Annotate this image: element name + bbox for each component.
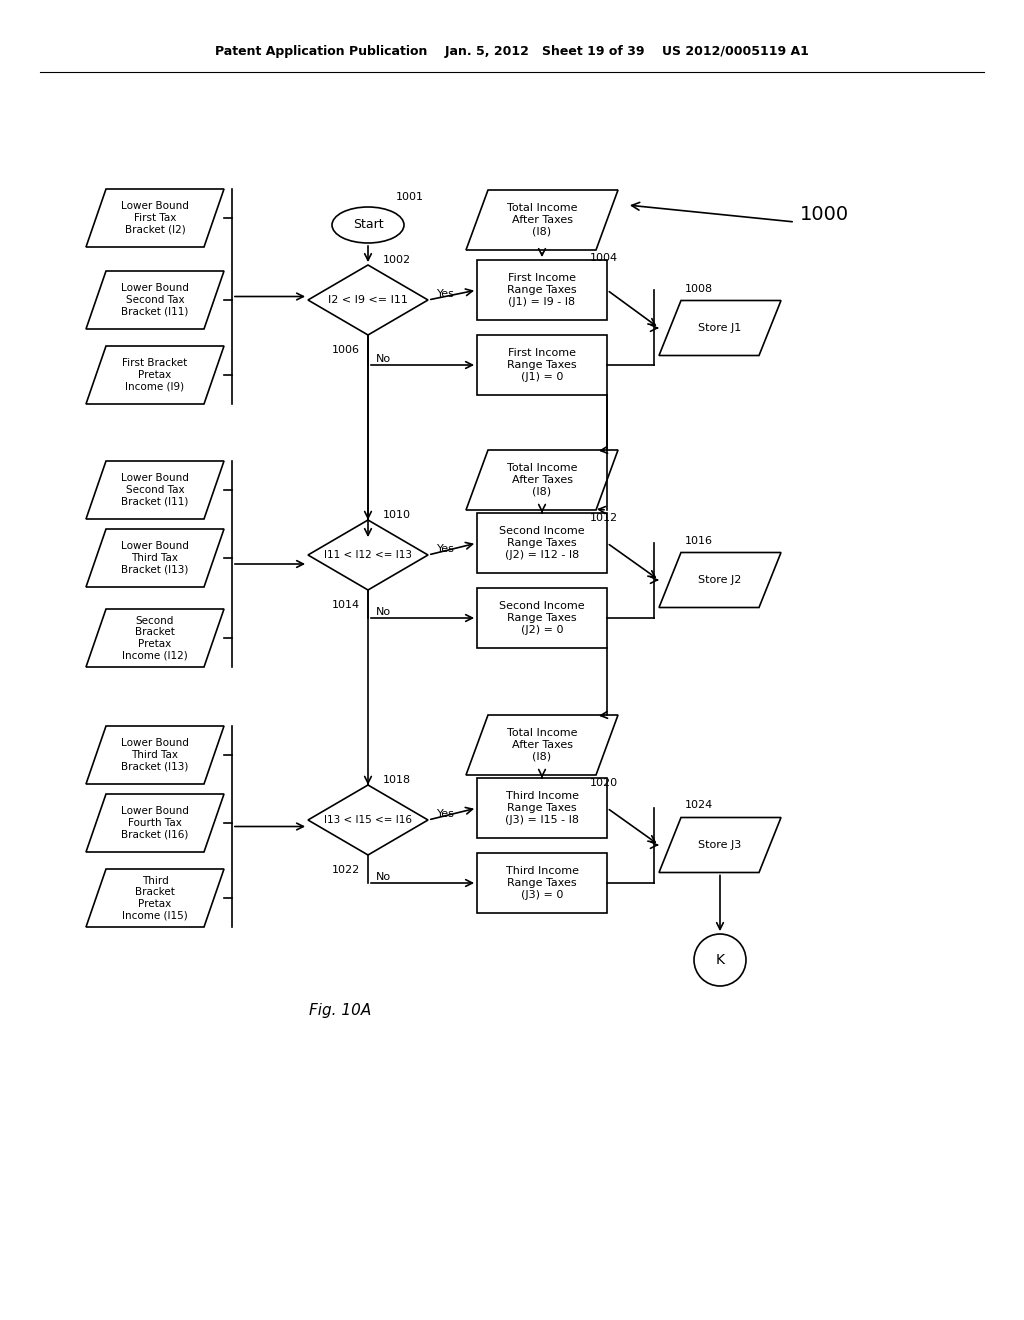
Polygon shape [86,271,224,329]
Text: 1016: 1016 [685,536,713,545]
Text: 1018: 1018 [383,775,411,785]
Text: Yes: Yes [437,809,455,818]
Text: Total Income
After Taxes
(I8): Total Income After Taxes (I8) [507,463,578,496]
Text: 1022: 1022 [332,865,360,875]
Text: Lower Bound
Second Tax
Bracket (I11): Lower Bound Second Tax Bracket (I11) [121,284,189,317]
Polygon shape [308,785,428,855]
Text: Fig. 10A: Fig. 10A [309,1002,371,1018]
Text: 1020: 1020 [590,777,618,788]
Polygon shape [659,301,781,355]
Polygon shape [308,265,428,335]
Text: 1004: 1004 [590,253,618,263]
Polygon shape [86,795,224,851]
Text: I2 < I9 <= I11: I2 < I9 <= I11 [328,294,408,305]
Text: Store J1: Store J1 [698,323,741,333]
Polygon shape [86,346,224,404]
Polygon shape [308,520,428,590]
Text: Start: Start [352,219,383,231]
Text: Third
Bracket
Pretax
Income (I15): Third Bracket Pretax Income (I15) [122,875,187,920]
Text: Total Income
After Taxes
(I8): Total Income After Taxes (I8) [507,203,578,236]
Text: K: K [716,953,725,968]
Text: Lower Bound
First Tax
Bracket (I2): Lower Bound First Tax Bracket (I2) [121,202,189,235]
Text: 1014: 1014 [332,601,360,610]
Text: 1001: 1001 [396,191,424,202]
Polygon shape [86,529,224,587]
Text: Second Income
Range Taxes
(J2) = I12 - I8: Second Income Range Taxes (J2) = I12 - I… [499,527,585,560]
Polygon shape [466,715,618,775]
Text: First Income
Range Taxes
(J1) = 0: First Income Range Taxes (J1) = 0 [507,348,577,381]
Text: Second
Bracket
Pretax
Income (I12): Second Bracket Pretax Income (I12) [122,615,187,660]
Text: 1000: 1000 [800,206,849,224]
Text: 1010: 1010 [383,510,411,520]
Text: 1024: 1024 [685,800,714,810]
FancyBboxPatch shape [477,853,607,913]
FancyBboxPatch shape [477,587,607,648]
Circle shape [694,935,746,986]
Text: Store J2: Store J2 [698,576,741,585]
FancyBboxPatch shape [477,335,607,395]
Text: No: No [376,354,391,364]
Text: Lower Bound
Fourth Tax
Bracket (I16): Lower Bound Fourth Tax Bracket (I16) [121,807,189,840]
Polygon shape [659,553,781,607]
Text: Store J3: Store J3 [698,840,741,850]
Polygon shape [659,817,781,873]
Text: Yes: Yes [437,544,455,554]
Polygon shape [86,609,224,667]
FancyBboxPatch shape [477,777,607,838]
Text: I11 < I12 <= I13: I11 < I12 <= I13 [324,550,412,560]
Text: Lower Bound
Third Tax
Bracket (I13): Lower Bound Third Tax Bracket (I13) [121,738,189,772]
Polygon shape [86,869,224,927]
Polygon shape [466,450,618,510]
Text: First Bracket
Pretax
Income (I9): First Bracket Pretax Income (I9) [123,359,187,392]
FancyBboxPatch shape [477,513,607,573]
Polygon shape [86,461,224,519]
Polygon shape [86,726,224,784]
Ellipse shape [332,207,404,243]
Text: No: No [376,607,391,616]
Text: 1012: 1012 [590,513,618,523]
Text: Patent Application Publication    Jan. 5, 2012   Sheet 19 of 39    US 2012/00051: Patent Application Publication Jan. 5, 2… [215,45,809,58]
Text: Total Income
After Taxes
(I8): Total Income After Taxes (I8) [507,729,578,762]
Text: Lower Bound
Third Tax
Bracket (I13): Lower Bound Third Tax Bracket (I13) [121,541,189,574]
Text: Second Income
Range Taxes
(J2) = 0: Second Income Range Taxes (J2) = 0 [499,602,585,635]
Text: Third Income
Range Taxes
(J3) = 0: Third Income Range Taxes (J3) = 0 [506,866,579,900]
Polygon shape [466,190,618,249]
Text: 1006: 1006 [332,345,360,355]
Text: 1008: 1008 [685,284,713,293]
Text: 1002: 1002 [383,255,411,265]
Text: Yes: Yes [437,289,455,300]
Text: Lower Bound
Second Tax
Bracket (I11): Lower Bound Second Tax Bracket (I11) [121,474,189,507]
Text: No: No [376,873,391,882]
Polygon shape [86,189,224,247]
Text: First Income
Range Taxes
(J1) = I9 - I8: First Income Range Taxes (J1) = I9 - I8 [507,273,577,306]
FancyBboxPatch shape [477,260,607,319]
Text: I13 < I15 <= I16: I13 < I15 <= I16 [324,814,412,825]
Text: Third Income
Range Taxes
(J3) = I15 - I8: Third Income Range Taxes (J3) = I15 - I8 [505,792,579,825]
